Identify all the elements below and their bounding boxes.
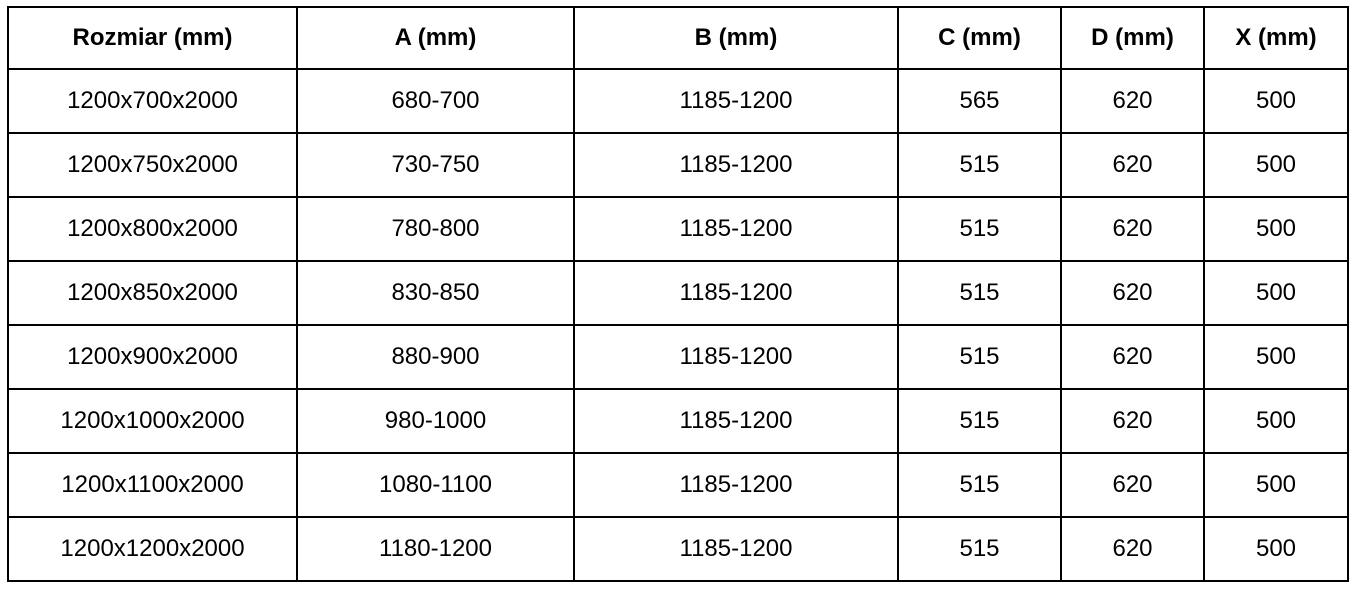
table-cell: 1200x1200x2000 (7, 516, 298, 582)
table-cell: 1200x1100x2000 (7, 452, 298, 518)
column-header: B (mm) (573, 6, 899, 70)
table-cell: 780-800 (296, 196, 575, 262)
table-cell: 515 (897, 516, 1062, 582)
table-cell: 620 (1060, 68, 1205, 134)
table-cell: 1200x800x2000 (7, 196, 298, 262)
table-cell: 1200x900x2000 (7, 324, 298, 390)
table-row: 1200x900x2000 880-900 1185-1200 515 620 500 (7, 324, 1349, 390)
table-cell: 1200x850x2000 (7, 260, 298, 326)
table-cell: 500 (1203, 132, 1349, 198)
table-cell: 1185-1200 (573, 132, 899, 198)
table-cell: 1185-1200 (573, 452, 899, 518)
table-cell: 1180-1200 (296, 516, 575, 582)
table-row: 1200x1100x2000 1080-1100 1185-1200 515 620 50… (7, 452, 1349, 518)
table-cell: 730-750 (296, 132, 575, 198)
column-header: X (mm) (1203, 6, 1349, 70)
table-cell: 1200x750x2000 (7, 132, 298, 198)
table-cell: 515 (897, 260, 1062, 326)
table-row: 1200x700x2000 680-700 1185-1200 565 620 500 (7, 68, 1349, 134)
table-cell: 1200x700x2000 (7, 68, 298, 134)
table-cell: 515 (897, 388, 1062, 454)
table-cell: 515 (897, 324, 1062, 390)
table-body: 1200x700x2000 680-700 1185-1200 565 620 500 12… (7, 68, 1349, 582)
table-cell: 830-850 (296, 260, 575, 326)
column-header: D (mm) (1060, 6, 1205, 70)
table-cell: 500 (1203, 324, 1349, 390)
table-cell: 500 (1203, 388, 1349, 454)
table-row: 1200x1200x2000 1180-1200 1185-1200 515 620 50… (7, 516, 1349, 582)
table-cell: 620 (1060, 516, 1205, 582)
table-cell: 565 (897, 68, 1062, 134)
table-cell: 1185-1200 (573, 388, 899, 454)
table-cell: 680-700 (296, 68, 575, 134)
table-row: 1200x800x2000 780-800 1185-1200 515 620 500 (7, 196, 1349, 262)
table-cell: 1185-1200 (573, 68, 899, 134)
table-cell: 1185-1200 (573, 196, 899, 262)
table-cell: 1185-1200 (573, 516, 899, 582)
table-row: 1200x850x2000 830-850 1185-1200 515 620 500 (7, 260, 1349, 326)
column-header: Rozmiar (mm) (7, 6, 298, 70)
table-row: 1200x1000x2000 980-1000 1185-1200 515 620 500 (7, 388, 1349, 454)
table-row: 1200x750x2000 730-750 1185-1200 515 620 500 (7, 132, 1349, 198)
table-cell: 1200x1000x2000 (7, 388, 298, 454)
table-cell: 500 (1203, 452, 1349, 518)
table-cell: 620 (1060, 388, 1205, 454)
table-cell: 500 (1203, 68, 1349, 134)
table-cell: 1185-1200 (573, 324, 899, 390)
table-cell: 515 (897, 196, 1062, 262)
table-cell: 880-900 (296, 324, 575, 390)
table-cell: 980-1000 (296, 388, 575, 454)
table-cell: 500 (1203, 516, 1349, 582)
table-cell: 500 (1203, 260, 1349, 326)
table-cell: 515 (897, 452, 1062, 518)
table-cell: 620 (1060, 324, 1205, 390)
dimensions-table: Rozmiar (mm) A (mm) B (mm) C (mm) D (mm) X (m… (7, 6, 1349, 582)
table-cell: 500 (1203, 196, 1349, 262)
table-cell: 620 (1060, 452, 1205, 518)
table-cell: 620 (1060, 196, 1205, 262)
header-row: Rozmiar (mm) A (mm) B (mm) C (mm) D (mm) X (m… (7, 6, 1349, 70)
table-cell: 515 (897, 132, 1062, 198)
table-cell: 620 (1060, 132, 1205, 198)
column-header: C (mm) (897, 6, 1062, 70)
table-cell: 620 (1060, 260, 1205, 326)
column-header: A (mm) (296, 6, 575, 70)
table-cell: 1080-1100 (296, 452, 575, 518)
table-cell: 1185-1200 (573, 260, 899, 326)
